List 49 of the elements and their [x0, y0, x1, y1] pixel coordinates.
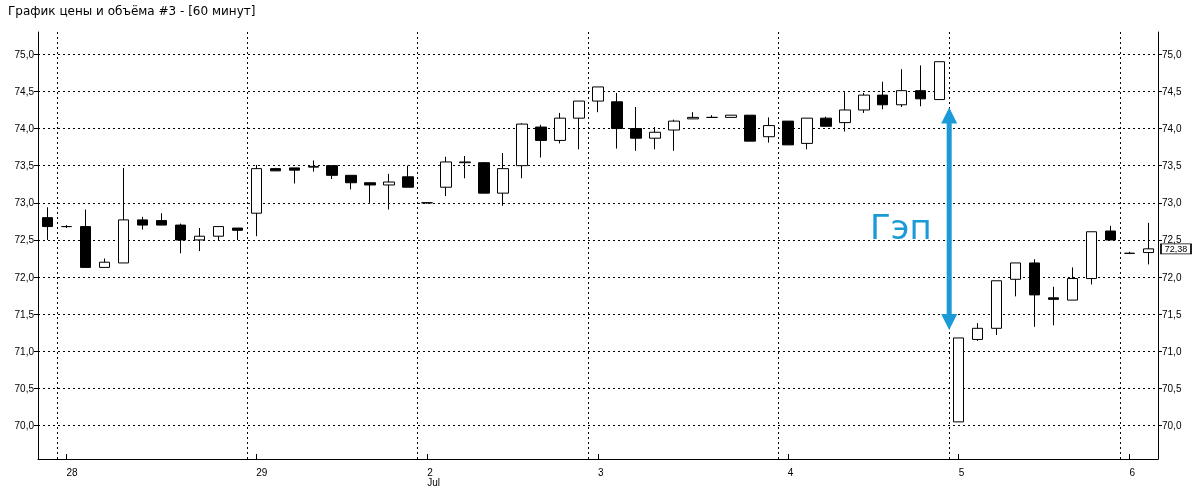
annotation: Гэп	[870, 207, 932, 247]
x-tick-label: 5	[958, 466, 965, 478]
chart-title: График цены и объёма #3 - [60 минут]	[8, 4, 256, 18]
candlestick	[345, 174, 357, 190]
candlestick	[478, 161, 490, 194]
candlestick	[232, 227, 243, 241]
y2-tick-label: 71,5	[1162, 308, 1182, 320]
y-tick-label: 72,0	[14, 271, 35, 283]
y2-tick-label: 70,0	[1162, 420, 1182, 432]
y2-tick-label: 74,5	[1162, 85, 1182, 97]
y2-tick-label: 70,5	[1162, 382, 1182, 394]
y2-tick-label: 73,0	[1162, 197, 1182, 209]
y-tick-label: 74,5	[14, 85, 35, 97]
candlestick	[99, 258, 110, 268]
annotation: 72,38	[1164, 243, 1188, 254]
candlestick	[270, 167, 281, 172]
y-tick-label: 71,0	[14, 345, 35, 357]
candlestick	[402, 165, 414, 188]
candlestick	[668, 119, 680, 152]
candlestick	[137, 216, 148, 231]
x-tick-label: 28	[66, 466, 79, 478]
y-tick-label: 73,0	[14, 197, 35, 209]
x-tick-label: 6	[1129, 466, 1136, 478]
x-tick-label: 3	[598, 466, 604, 478]
y-tick-label: 73,5	[14, 160, 35, 172]
y2-tick-label: 74,0	[1162, 123, 1182, 135]
y2-tick-label: 73,5	[1162, 160, 1182, 172]
y-tick-label: 72,5	[14, 234, 35, 246]
candlestick	[687, 111, 699, 120]
y-tick-label: 71,5	[14, 308, 35, 320]
y2-tick-label: 75,0	[1162, 48, 1182, 60]
candlestick	[725, 114, 737, 118]
x-tick-label: 2 Jul	[427, 466, 440, 488]
y2-tick-label: 72,0	[1162, 271, 1182, 283]
y-tick-label: 70,0	[14, 420, 35, 432]
x-tick-label: 4	[787, 466, 794, 478]
candlestick	[42, 206, 53, 241]
y2-tick-label: 71,0	[1162, 345, 1182, 357]
y-tick-label: 75,0	[14, 48, 35, 60]
candlestick	[972, 322, 983, 342]
x-tick-label: 29	[256, 466, 268, 478]
y2-tick-label: 72,5	[1162, 234, 1182, 246]
candlestick	[1124, 251, 1135, 255]
candlestick	[156, 212, 167, 226]
y-tick-label: 74,0	[14, 123, 35, 135]
candlestick	[706, 114, 718, 118]
candlestick	[61, 224, 72, 229]
y-tick-label: 70,5	[14, 382, 35, 394]
candlestick	[763, 116, 775, 144]
